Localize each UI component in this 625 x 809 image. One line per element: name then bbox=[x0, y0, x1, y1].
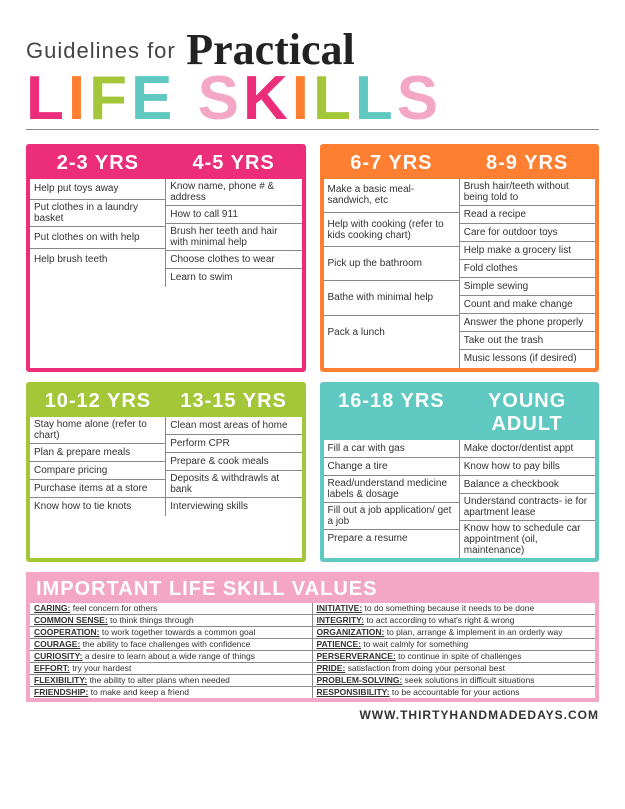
age-box: 10-12 YRS13-15 YRSStay home alone (refer… bbox=[26, 382, 306, 562]
skill-cell: How to call 911 bbox=[166, 206, 301, 224]
footer-url: WWW.THIRTYHANDMADEDAYS.COM bbox=[26, 708, 599, 722]
age-box: 16-18 YRSYOUNG ADULTFill a car with gasC… bbox=[320, 382, 600, 562]
value-cell: CURIOSITY: a desire to learn about a wid… bbox=[30, 651, 312, 663]
skill-cell: Stay home alone (refer to chart) bbox=[30, 417, 165, 444]
skill-cell: Learn to swim bbox=[166, 269, 301, 287]
skill-cell: Compare pricing bbox=[30, 462, 165, 480]
skill-cell: Interviewing skills bbox=[166, 498, 301, 516]
skill-cell: Make doctor/dentist appt bbox=[460, 440, 595, 458]
skill-cell: Perform CPR bbox=[166, 435, 301, 453]
skill-cell: Prepare & cook meals bbox=[166, 453, 301, 471]
skill-cell: Fold clothes bbox=[460, 260, 595, 278]
skill-cell: Answer the phone properly bbox=[460, 314, 595, 332]
skills-grid: 2-3 YRS4-5 YRSHelp put toys awayPut clot… bbox=[26, 144, 599, 562]
values-box: IMPORTANT LIFE SKILL VALUES CARING: feel… bbox=[26, 572, 599, 702]
skill-cell: Prepare a resume bbox=[324, 530, 459, 548]
skill-cell: Fill a car with gas bbox=[324, 440, 459, 458]
skill-cell: Put clothes in a laundry basket bbox=[30, 200, 165, 227]
skill-cell: Read/understand medicine labels & dosage bbox=[324, 476, 459, 503]
age-header: 6-7 YRS bbox=[324, 148, 460, 179]
value-cell: INITIATIVE: to do something because it n… bbox=[313, 603, 596, 615]
skill-cell: Know how to tie knots bbox=[30, 498, 165, 516]
value-cell: PATIENCE: to wait calmly for something bbox=[313, 639, 596, 651]
value-cell: ORGANIZATION: to plan, arrange & impleme… bbox=[313, 627, 596, 639]
values-header: IMPORTANT LIFE SKILL VALUES bbox=[30, 576, 595, 603]
skill-cell: Change a tire bbox=[324, 458, 459, 476]
skill-cell: Put clothes on with help bbox=[30, 227, 165, 248]
age-header: YOUNG ADULT bbox=[459, 386, 595, 440]
skill-cell: Brush her teeth and hair with minimal he… bbox=[166, 224, 301, 251]
skill-cell: Brush hair/teeth without being told to bbox=[460, 179, 595, 206]
skill-cell: Make a basic meal- sandwich, etc bbox=[324, 179, 459, 213]
value-cell: PROBLEM-SOLVING: seek solutions in diffi… bbox=[313, 675, 596, 687]
skill-cell: Know how to pay bills bbox=[460, 458, 595, 476]
age-box: 2-3 YRS4-5 YRSHelp put toys awayPut clot… bbox=[26, 144, 306, 372]
skill-cell: Know how to schedule car appointment (oi… bbox=[460, 521, 595, 558]
age-box: 6-7 YRS8-9 YRSMake a basic meal- sandwic… bbox=[320, 144, 600, 372]
page-title: Guidelines for Practical LIFE SKILLS bbox=[26, 24, 599, 130]
value-cell: RESPONSIBILITY: to be accountable for yo… bbox=[313, 687, 596, 698]
value-cell: PRIDE: satisfaction from doing your pers… bbox=[313, 663, 596, 675]
value-cell: FRIENDSHIP: to make and keep a friend bbox=[30, 687, 312, 698]
skill-cell: Bathe with minimal help bbox=[324, 281, 459, 315]
skill-cell: Music lessons (if desired) bbox=[460, 350, 595, 368]
skill-cell: Help with cooking (refer to kids cooking… bbox=[324, 213, 459, 247]
skill-cell: Understand contracts- ie for apartment l… bbox=[460, 494, 595, 521]
skill-cell: Count and make change bbox=[460, 296, 595, 314]
skill-cell: Balance a checkbook bbox=[460, 476, 595, 494]
skill-cell: Help brush teeth bbox=[30, 249, 165, 270]
value-cell: PERSERVERANCE: to continue in spite of c… bbox=[313, 651, 596, 663]
skill-cell: Simple sewing bbox=[460, 278, 595, 296]
skill-cell: Plan & prepare meals bbox=[30, 444, 165, 462]
skill-cell: Help put toys away bbox=[30, 179, 165, 200]
skill-cell: Fill out a job application/ get a job bbox=[324, 503, 459, 530]
skill-cell: Know name, phone # & address bbox=[166, 179, 301, 206]
skill-cell: Choose clothes to wear bbox=[166, 251, 301, 269]
value-cell: FLEXIBILITY: the ability to alter plans … bbox=[30, 675, 312, 687]
age-header: 13-15 YRS bbox=[166, 386, 302, 417]
skill-cell: Pick up the bathroom bbox=[324, 247, 459, 281]
age-header: 8-9 YRS bbox=[459, 148, 595, 179]
skill-cell: Take out the trash bbox=[460, 332, 595, 350]
age-header: 2-3 YRS bbox=[30, 148, 166, 179]
value-cell: INTEGRITY: to act according to what's ri… bbox=[313, 615, 596, 627]
skill-cell: Pack a lunch bbox=[324, 316, 459, 350]
value-cell: COOPERATION: to work together towards a … bbox=[30, 627, 312, 639]
age-header: 10-12 YRS bbox=[30, 386, 166, 417]
title-main: LIFE SKILLS bbox=[26, 71, 599, 127]
skill-cell: Clean most areas of home bbox=[166, 417, 301, 435]
age-header: 16-18 YRS bbox=[324, 386, 460, 440]
age-header: 4-5 YRS bbox=[166, 148, 302, 179]
title-prefix: Guidelines for bbox=[26, 38, 176, 63]
values-body: CARING: feel concern for othersCOMMON SE… bbox=[30, 603, 595, 698]
skill-cell: Read a recipe bbox=[460, 206, 595, 224]
value-cell: COURAGE: the ability to face challenges … bbox=[30, 639, 312, 651]
value-cell: EFFORT: try your hardest bbox=[30, 663, 312, 675]
value-cell: COMMON SENSE: to think things through bbox=[30, 615, 312, 627]
skill-cell: Care for outdoor toys bbox=[460, 224, 595, 242]
skill-cell: Purchase items at a store bbox=[30, 480, 165, 498]
skill-cell: Deposits & withdrawls at bank bbox=[166, 471, 301, 498]
skill-cell: Help make a grocery list bbox=[460, 242, 595, 260]
value-cell: CARING: feel concern for others bbox=[30, 603, 312, 615]
